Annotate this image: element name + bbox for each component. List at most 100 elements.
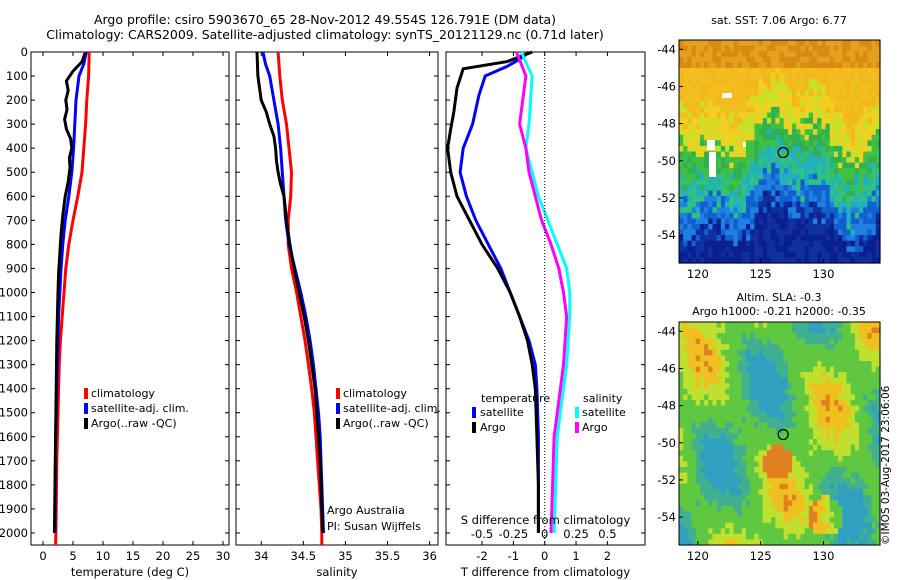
map-cell (750, 333, 755, 340)
map-cell (733, 173, 739, 180)
map-cell (691, 472, 697, 479)
map-cell (817, 528, 822, 535)
map-cell (758, 184, 764, 192)
x-tick-label: 35 (338, 549, 353, 563)
map-cell (796, 90, 802, 97)
map-cell (796, 157, 802, 164)
map-cell (842, 461, 848, 468)
map-cell (863, 355, 869, 362)
map-cell (766, 483, 772, 490)
map-cell (833, 517, 839, 524)
map-cell (783, 162, 789, 169)
map-cell (720, 56, 726, 63)
map-cell (741, 483, 747, 490)
map-cell (871, 416, 877, 423)
map-cell (708, 257, 714, 264)
map-cell (762, 251, 768, 259)
map-cell (679, 444, 684, 451)
map-cell (695, 45, 701, 52)
map-cell (704, 372, 709, 379)
map-cell (783, 394, 789, 401)
map-cell (842, 212, 848, 219)
map-cell (733, 466, 739, 474)
map-cell (833, 129, 839, 136)
map-cell (762, 51, 768, 58)
map-cell (704, 483, 709, 490)
map-cell (875, 327, 881, 334)
map-cell (829, 118, 835, 125)
map-cell (712, 95, 718, 102)
map-cell (716, 190, 722, 197)
map-cell (854, 333, 860, 340)
map-cell (679, 173, 684, 180)
map-cell (779, 494, 785, 501)
map-cell (725, 528, 730, 535)
map-cell (800, 134, 806, 141)
map-cell (787, 62, 793, 69)
map-cell (699, 439, 705, 446)
map-cell (875, 106, 881, 114)
map-cell (800, 218, 806, 225)
map-cell (787, 168, 793, 175)
map-cell (746, 539, 751, 546)
map-cell (737, 246, 743, 253)
map-cell (708, 79, 714, 86)
map-cell (792, 333, 797, 340)
map-cell (859, 327, 864, 334)
map-cell (804, 246, 810, 253)
map-cell (699, 95, 705, 102)
map-cell (846, 461, 852, 468)
map-cell (833, 388, 839, 396)
map-cell (725, 322, 730, 329)
map-cell (800, 123, 806, 130)
map-cell (746, 472, 751, 479)
map-cell (825, 112, 831, 119)
map-cell (679, 333, 684, 340)
map-cell (859, 207, 864, 214)
map-cell (838, 246, 843, 253)
map-cell (825, 173, 831, 180)
map-cell (766, 466, 772, 474)
map-cell (699, 472, 705, 479)
map-cell (838, 118, 843, 125)
map-cell (746, 478, 751, 485)
map-cell (787, 466, 793, 474)
map-cell (762, 73, 768, 80)
map-cell (737, 79, 743, 86)
legend-swatch (84, 388, 88, 399)
map-cell (792, 327, 797, 334)
map-cell (854, 229, 860, 236)
map-cell (762, 45, 768, 52)
map-cell (825, 511, 831, 518)
map-cell (787, 40, 793, 47)
map-cell (737, 112, 743, 119)
map-cell (846, 327, 852, 334)
map-cell (867, 522, 873, 529)
map-cell (825, 212, 831, 219)
map-cell (804, 344, 810, 351)
map-cell (695, 528, 701, 535)
map-cell (720, 411, 726, 418)
map-cell (783, 251, 789, 259)
map-cell (733, 400, 739, 407)
map-cell (766, 235, 772, 242)
map-cell (829, 478, 835, 485)
map-cell (733, 489, 739, 496)
map-cell (683, 394, 688, 401)
map-cell (863, 511, 869, 518)
map-cell (796, 112, 802, 119)
map-cell (863, 416, 869, 423)
map-cell (796, 483, 802, 490)
map-cell (863, 207, 869, 214)
map-cell (875, 455, 881, 462)
map-cell (754, 190, 760, 197)
map-cell (729, 500, 735, 507)
map-cell (808, 355, 814, 362)
map-cell (729, 84, 735, 91)
map-cell (750, 338, 755, 345)
map-cell (746, 45, 751, 52)
map-x-tick-label: 130 (812, 549, 834, 563)
map-cell (850, 168, 856, 175)
map-cell (846, 84, 852, 91)
map-cell (679, 51, 684, 58)
